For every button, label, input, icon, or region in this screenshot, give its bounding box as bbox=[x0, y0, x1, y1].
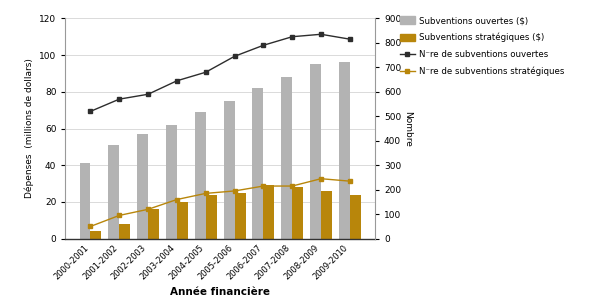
Bar bbox=[339, 62, 350, 239]
Bar bbox=[90, 231, 101, 239]
Bar bbox=[108, 145, 119, 239]
Bar bbox=[310, 64, 321, 239]
Bar bbox=[137, 134, 148, 239]
Bar bbox=[224, 101, 234, 239]
Bar bbox=[206, 195, 217, 239]
Bar bbox=[80, 163, 90, 239]
Bar bbox=[166, 125, 177, 239]
Bar bbox=[234, 193, 246, 239]
Legend: Subventions ouvertes ($), Subventions stratégiques ($), N⁻re de subventions ouve: Subventions ouvertes ($), Subventions st… bbox=[397, 13, 568, 79]
Y-axis label: Nombre: Nombre bbox=[403, 110, 412, 147]
Bar bbox=[252, 88, 264, 239]
Bar bbox=[281, 77, 292, 239]
Bar bbox=[195, 112, 206, 239]
Bar bbox=[177, 202, 188, 239]
Bar bbox=[350, 195, 361, 239]
X-axis label: Année financière: Année financière bbox=[170, 287, 270, 297]
Bar bbox=[148, 209, 159, 239]
Bar bbox=[292, 187, 303, 239]
Bar bbox=[119, 224, 130, 239]
Y-axis label: Dépenses  (millions de dollars): Dépenses (millions de dollars) bbox=[24, 58, 33, 199]
Bar bbox=[321, 191, 332, 239]
Bar bbox=[264, 185, 274, 239]
